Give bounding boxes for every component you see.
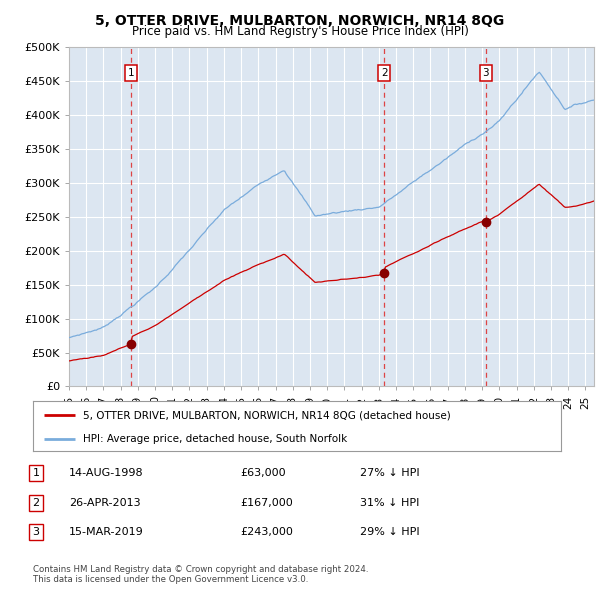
- Text: 2: 2: [381, 68, 388, 78]
- Text: 27% ↓ HPI: 27% ↓ HPI: [360, 468, 419, 478]
- Text: 5, OTTER DRIVE, MULBARTON, NORWICH, NR14 8QG: 5, OTTER DRIVE, MULBARTON, NORWICH, NR14…: [95, 14, 505, 28]
- Text: £243,000: £243,000: [240, 527, 293, 537]
- Text: 26-APR-2013: 26-APR-2013: [69, 498, 140, 507]
- Text: Contains HM Land Registry data © Crown copyright and database right 2024.
This d: Contains HM Land Registry data © Crown c…: [33, 565, 368, 584]
- Text: Price paid vs. HM Land Registry's House Price Index (HPI): Price paid vs. HM Land Registry's House …: [131, 25, 469, 38]
- Text: 1: 1: [32, 468, 40, 478]
- Text: 2: 2: [32, 498, 40, 507]
- Text: HPI: Average price, detached house, South Norfolk: HPI: Average price, detached house, Sout…: [83, 434, 347, 444]
- Text: £167,000: £167,000: [240, 498, 293, 507]
- Text: 1: 1: [128, 68, 134, 78]
- Text: 14-AUG-1998: 14-AUG-1998: [69, 468, 143, 478]
- Text: 5, OTTER DRIVE, MULBARTON, NORWICH, NR14 8QG (detached house): 5, OTTER DRIVE, MULBARTON, NORWICH, NR14…: [83, 410, 451, 420]
- Text: 29% ↓ HPI: 29% ↓ HPI: [360, 527, 419, 537]
- Text: 31% ↓ HPI: 31% ↓ HPI: [360, 498, 419, 507]
- Text: £63,000: £63,000: [240, 468, 286, 478]
- Text: 3: 3: [32, 527, 40, 537]
- Text: 3: 3: [482, 68, 489, 78]
- Text: 15-MAR-2019: 15-MAR-2019: [69, 527, 144, 537]
